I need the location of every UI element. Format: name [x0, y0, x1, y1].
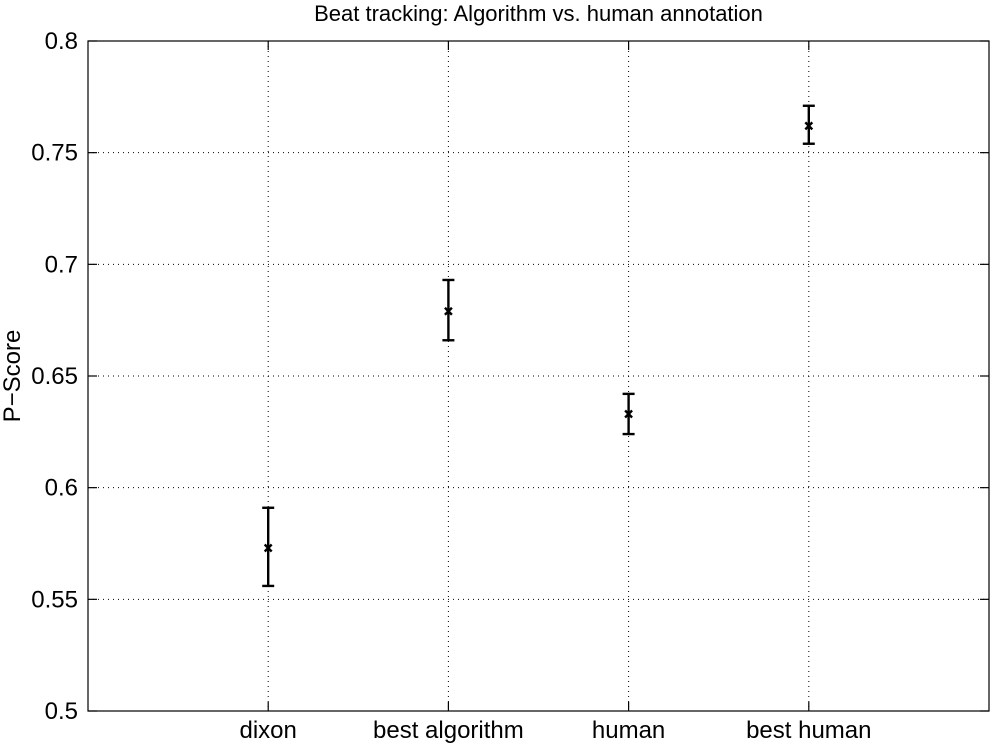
- chart-title: Beat tracking: Algorithm vs. human annot…: [314, 1, 763, 26]
- marker-stroke: [263, 543, 273, 553]
- y-tick-label: 0.65: [31, 363, 78, 390]
- y-tick-label: 0.75: [31, 140, 78, 167]
- data-point-errorbar: [262, 506, 275, 588]
- ticks-layer: 0.5 0.55 0.6 0.65 0.7 0.75 0.8 dixon best algori…: [31, 28, 989, 744]
- y-tick-label: 0.5: [45, 698, 78, 725]
- x-tick-label: dixon: [240, 717, 297, 744]
- x-tick-label: human: [592, 717, 665, 744]
- marker-stroke: [804, 121, 814, 131]
- y-tick-label: 0.55: [31, 586, 78, 613]
- data-layer: [262, 104, 815, 588]
- marker-stroke: [444, 306, 453, 316]
- y-tick-label: 0.7: [45, 251, 78, 278]
- data-point-errorbar: [802, 104, 815, 145]
- data-point-marker: [804, 121, 814, 131]
- grid-layer: [88, 41, 989, 711]
- x-tick-label: best human: [746, 717, 871, 744]
- y-axis-label: P−Score: [0, 330, 26, 423]
- x-tick-label: best algorithm: [373, 717, 524, 744]
- y-tick-label: 0.6: [45, 475, 78, 502]
- data-point-marker: [263, 543, 273, 553]
- marker-stroke: [624, 409, 633, 419]
- data-point-marker: [444, 306, 453, 316]
- y-tick-label: 0.8: [45, 28, 78, 55]
- data-point-errorbar: [442, 278, 455, 342]
- data-point-errorbar: [622, 392, 635, 436]
- data-point-marker: [624, 409, 633, 419]
